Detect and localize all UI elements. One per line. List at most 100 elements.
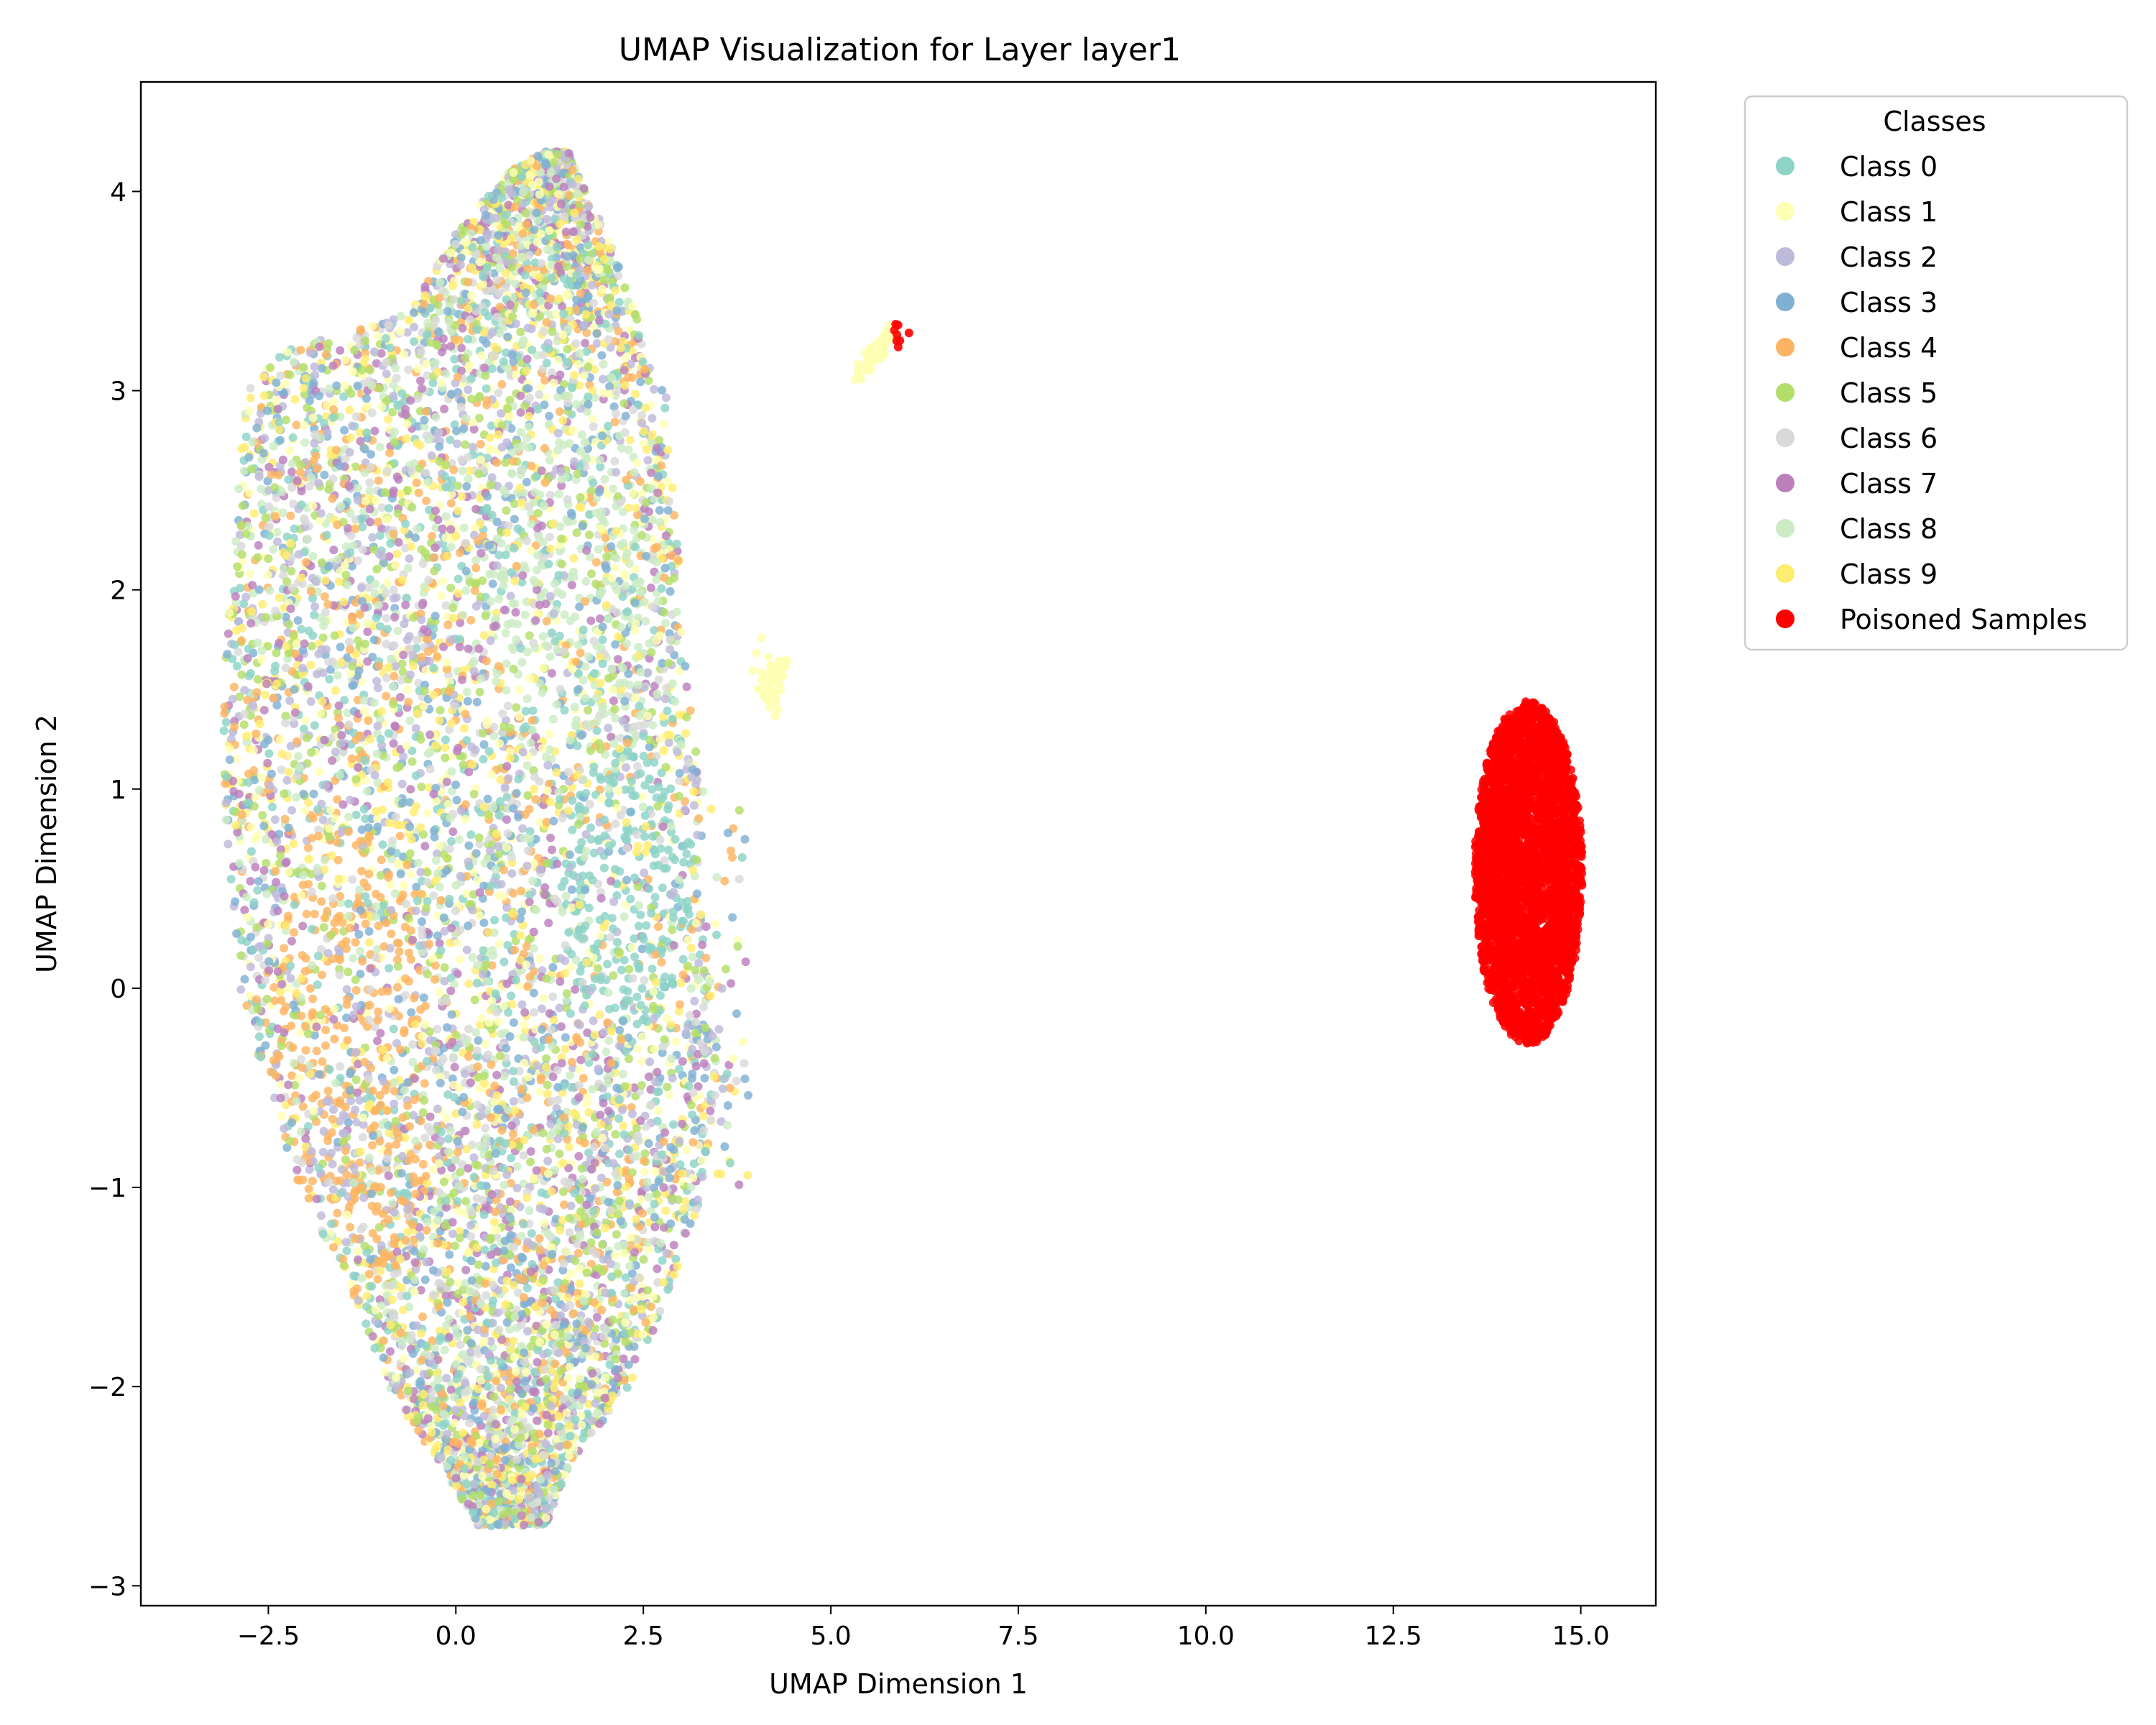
- data-point: [345, 448, 354, 457]
- data-point: [406, 785, 415, 794]
- data-point: [648, 832, 657, 841]
- data-point: [318, 1057, 327, 1066]
- data-point: [589, 1142, 599, 1151]
- data-point: [586, 552, 595, 561]
- data-point: [372, 496, 381, 505]
- data-point: [322, 1097, 331, 1106]
- data-point: [560, 706, 569, 715]
- data-point: [456, 1167, 465, 1177]
- data-point: [632, 847, 641, 857]
- data-point: [545, 652, 555, 661]
- data-point: [502, 659, 511, 668]
- data-point: [650, 385, 658, 394]
- data-point: [289, 840, 298, 848]
- data-point: [490, 1218, 499, 1227]
- data-point: [509, 1336, 518, 1346]
- data-point: [565, 1142, 573, 1151]
- data-point: [627, 1103, 636, 1112]
- data-point: [676, 978, 686, 988]
- data-point: [396, 311, 405, 321]
- data-point: [655, 835, 665, 845]
- data-point: [376, 443, 384, 451]
- data-point: [285, 696, 295, 705]
- data-point: [598, 635, 607, 645]
- data-point: [617, 965, 626, 975]
- data-point: [660, 608, 669, 617]
- data-point: [551, 1320, 561, 1330]
- data-point: [524, 412, 533, 420]
- data-point: [420, 1133, 430, 1143]
- data-point: [541, 753, 550, 762]
- data-point: [550, 579, 559, 589]
- data-point: [609, 924, 617, 934]
- data-point: [240, 443, 249, 452]
- data-point: [435, 841, 444, 850]
- data-point: [526, 1147, 535, 1156]
- data-point: [327, 1219, 336, 1228]
- data-point: [681, 661, 690, 671]
- data-point: [487, 364, 497, 374]
- data-point: [421, 666, 430, 675]
- data-point: [650, 1213, 659, 1222]
- data-point: [646, 583, 655, 592]
- data-point: [512, 1184, 522, 1192]
- data-point: [547, 668, 556, 678]
- data-point: [434, 1187, 443, 1197]
- data-point: [675, 776, 684, 786]
- data-point: [372, 676, 382, 686]
- data-point: [508, 643, 517, 652]
- data-point: [373, 1274, 382, 1284]
- data-point: [699, 1003, 708, 1012]
- data-point: [253, 886, 262, 895]
- data-point: [560, 1200, 568, 1210]
- data-point: [328, 1185, 338, 1195]
- data-point: [343, 1036, 352, 1045]
- data-point: [341, 355, 350, 364]
- data-point: [615, 1149, 624, 1159]
- data-point: [547, 1187, 556, 1196]
- data-point: [368, 1141, 377, 1150]
- data-point: [675, 1136, 684, 1146]
- data-point: [648, 515, 657, 525]
- data-point: [440, 1346, 449, 1355]
- data-point: [275, 353, 284, 362]
- data-point: [615, 678, 625, 688]
- data-point: [509, 1018, 518, 1027]
- data-point: [430, 832, 439, 842]
- data-point: [448, 827, 458, 837]
- data-point: [321, 576, 330, 585]
- data-point: [600, 474, 609, 484]
- data-point: [439, 1409, 448, 1419]
- data-point: [433, 1024, 442, 1034]
- data-point: [572, 1319, 581, 1328]
- data-point: [282, 776, 292, 785]
- data-point: [436, 706, 445, 715]
- data-point: [358, 545, 367, 554]
- data-point: [492, 275, 502, 285]
- data-point: [435, 442, 444, 451]
- data-point: [539, 1350, 548, 1359]
- data-point: [466, 830, 476, 840]
- data-point: [637, 1057, 647, 1066]
- data-point: [663, 1285, 673, 1294]
- data-point: [483, 794, 492, 804]
- data-point: [287, 459, 297, 469]
- data-point: [276, 436, 285, 445]
- data-point: [317, 897, 326, 906]
- data-point: [388, 1199, 397, 1208]
- data-point: [419, 1245, 428, 1254]
- data-point: [561, 1033, 570, 1042]
- data-point: [516, 428, 525, 437]
- data-point: [496, 775, 505, 784]
- data-point: [223, 650, 232, 659]
- data-point: [422, 496, 431, 505]
- data-point: [366, 366, 374, 374]
- data-point: [469, 789, 479, 799]
- data-point: [353, 1247, 362, 1256]
- data-point: [691, 747, 701, 756]
- data-point: [665, 586, 675, 596]
- data-point: [604, 1036, 614, 1045]
- data-point: [509, 888, 518, 898]
- data-point: [289, 357, 298, 367]
- data-point: [310, 721, 319, 730]
